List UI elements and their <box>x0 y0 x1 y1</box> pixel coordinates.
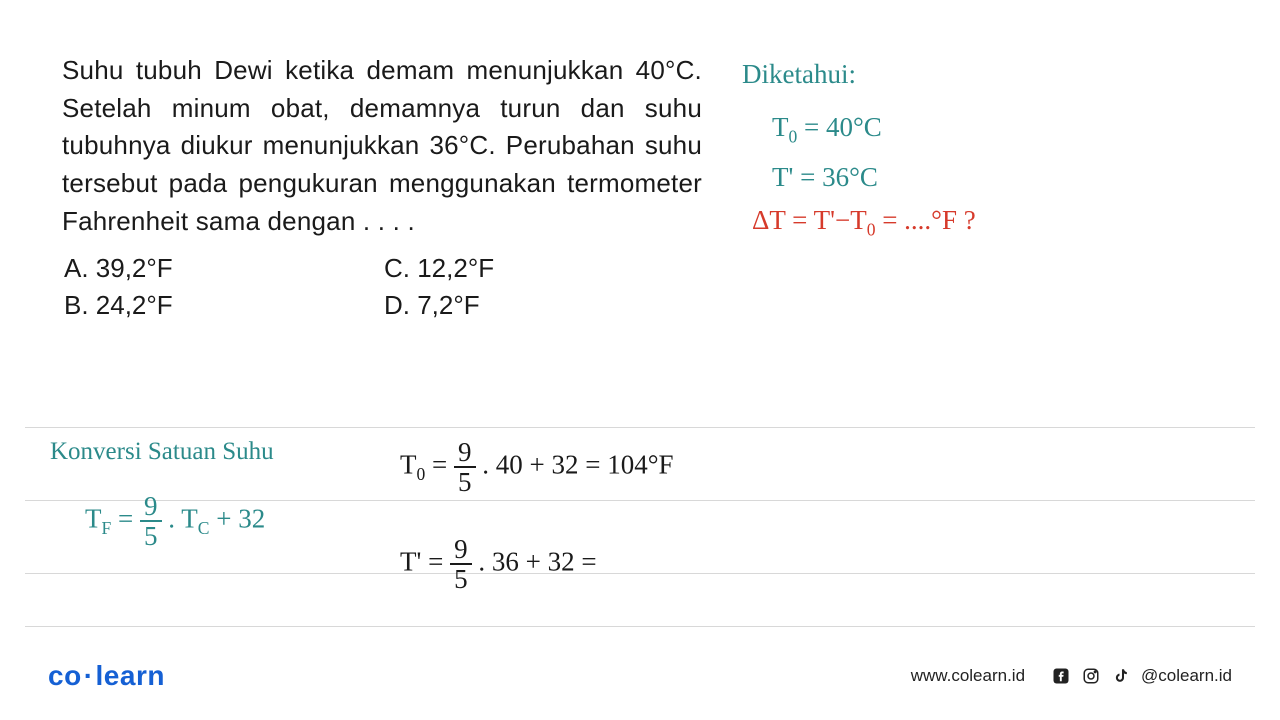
option-d: D. 7,2°F <box>382 287 702 323</box>
given-block: Diketahui: T0 = 40°C T' = 36°C ΔT = T'−T… <box>742 52 1218 323</box>
given-delta: ΔT = T'−T0 = ....°F ? <box>742 205 1218 240</box>
option-c: C. 12,2°F <box>382 250 702 286</box>
footer: co·learn www.colearn.id @colearn.id <box>0 660 1280 692</box>
footer-url: www.colearn.id <box>911 666 1025 686</box>
answer-options: A. 39,2°F C. 12,2°F B. 24,2°F D. 7,2°F <box>62 250 702 323</box>
rule-line <box>25 626 1255 627</box>
calc-t0: T0 = 95 . 40 + 32 = 104°F <box>400 438 674 497</box>
problem-text: Suhu tubuh Dewi ketika demam menunjukkan… <box>62 52 702 240</box>
option-b: B. 24,2°F <box>62 287 382 323</box>
given-t0: T0 = 40°C <box>742 105 1218 151</box>
social-icons: @colearn.id <box>1051 666 1232 686</box>
conversion-label: Konversi Satuan Suhu <box>50 438 274 466</box>
conversion-formula: TF = 95 . TC + 32 <box>85 492 265 551</box>
rule-line <box>25 573 1255 574</box>
instagram-icon <box>1081 666 1101 686</box>
tiktok-icon <box>1111 666 1131 686</box>
given-t-prime: T' = 36°C <box>742 155 1218 200</box>
calc-t-prime: T' = 95 . 36 + 32 = <box>400 535 597 594</box>
option-a: A. 39,2°F <box>62 250 382 286</box>
rule-line <box>25 427 1255 428</box>
facebook-icon <box>1051 666 1071 686</box>
social-handle: @colearn.id <box>1141 666 1232 686</box>
brand-logo: co·learn <box>48 660 165 692</box>
given-header: Diketahui: <box>742 52 1218 97</box>
